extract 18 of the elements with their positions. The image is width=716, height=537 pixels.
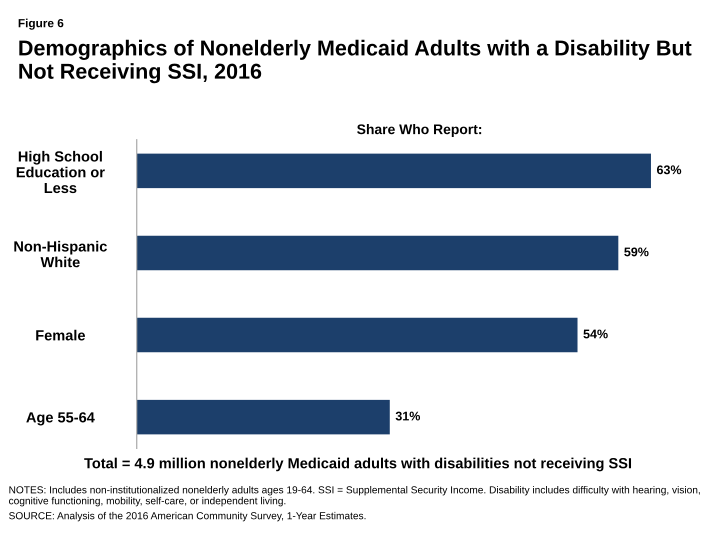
data-label: 63%: [656, 165, 682, 174]
y-tick-label: Female: [36, 330, 85, 340]
bar: [136, 236, 618, 270]
y-tick-label: Non-Hispanic White: [14, 240, 107, 268]
caption: Figure 6: [18, 18, 64, 30]
data-label: 59%: [624, 247, 649, 256]
text: NOTES: Includes non-institutionalized nonelderly adults ages 19-64. SSI = Supplemental Security Income. Disability includes difficulty with hearing, vision, cognitive functioning, mobility, self-care, or independent living.: [9, 486, 700, 506]
bar: [136, 400, 390, 434]
chart-title: Demographics of Nonelderly Medicaid Adults with a Disability But Not Receiving SSI, 2016: [19, 40, 692, 84]
bar: [136, 318, 578, 352]
y-tick-label: Age 55-64: [26, 412, 95, 426]
data-label: 31%: [396, 412, 420, 420]
y-tick-label: High School Education or Less: [16, 150, 105, 194]
data-label: 54%: [583, 330, 608, 338]
bar: [136, 154, 651, 188]
text: Total = 4.9 million nonelderly Medicaid adults with disabilities not receiving SSI: [84, 458, 632, 472]
chart-subtitle: Share Who Report:: [357, 124, 482, 137]
source-note: SOURCE: Analysis of the 2016 American Community Survey, 1-Year Estimates.: [9, 512, 366, 522]
